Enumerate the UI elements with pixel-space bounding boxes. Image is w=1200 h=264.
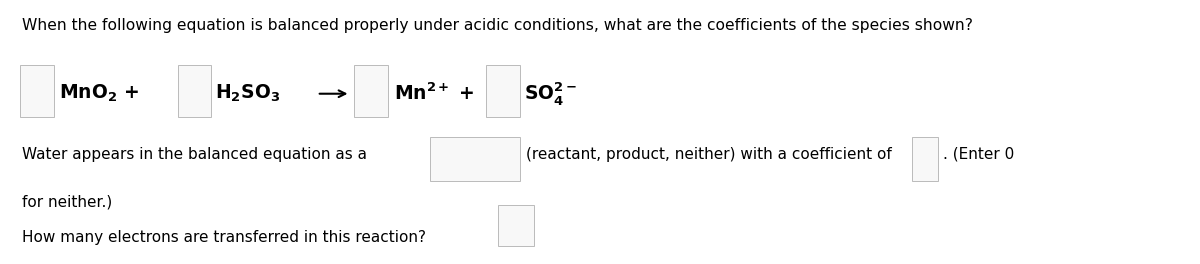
Text: $\mathbf{Mn^{2+}}$ +: $\mathbf{Mn^{2+}}$ +	[394, 83, 474, 105]
FancyBboxPatch shape	[912, 137, 938, 181]
FancyBboxPatch shape	[430, 137, 520, 181]
FancyBboxPatch shape	[354, 65, 388, 117]
Text: $\mathbf{SO_4^{2-}}$: $\mathbf{SO_4^{2-}}$	[524, 80, 577, 107]
Text: $\mathbf{MnO_2}$ +: $\mathbf{MnO_2}$ +	[59, 83, 139, 104]
Text: (reactant, product, neither) with a coefficient of: (reactant, product, neither) with a coef…	[526, 147, 892, 162]
FancyBboxPatch shape	[178, 65, 211, 117]
Text: . (Enter 0: . (Enter 0	[943, 147, 1014, 162]
FancyBboxPatch shape	[498, 205, 534, 246]
Text: for neither.): for neither.)	[22, 195, 112, 209]
Text: Water appears in the balanced equation as a: Water appears in the balanced equation a…	[22, 147, 367, 162]
Text: How many electrons are transferred in this reaction?: How many electrons are transferred in th…	[22, 230, 426, 245]
Text: When the following equation is balanced properly under acidic conditions, what a: When the following equation is balanced …	[22, 18, 973, 34]
Text: $\mathbf{H_2SO_3}$: $\mathbf{H_2SO_3}$	[215, 83, 280, 104]
FancyBboxPatch shape	[486, 65, 520, 117]
FancyBboxPatch shape	[20, 65, 54, 117]
